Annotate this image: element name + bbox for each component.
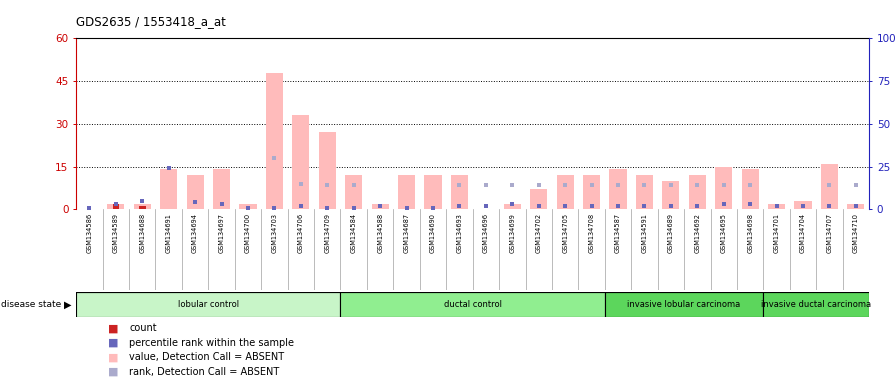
Bar [609,169,626,209]
Bar [605,292,763,317]
Bar [848,204,865,209]
Bar [108,204,125,209]
Text: GSM134690: GSM134690 [430,214,436,253]
Bar [398,175,415,209]
Text: GDS2635 / 1553418_a_at: GDS2635 / 1553418_a_at [76,15,226,28]
Text: count: count [129,323,157,333]
Bar [636,175,653,209]
Bar [160,169,177,209]
Bar [186,175,203,209]
Text: GSM134708: GSM134708 [589,214,595,253]
Text: GSM134691: GSM134691 [166,214,172,253]
Text: ■: ■ [108,353,118,362]
Bar [583,175,600,209]
Bar [134,204,151,209]
Text: GSM134587: GSM134587 [615,214,621,253]
Bar [76,292,340,317]
Text: value, Detection Call = ABSENT: value, Detection Call = ABSENT [129,353,284,362]
Bar [139,207,145,209]
Text: GSM134589: GSM134589 [113,214,119,253]
Bar [425,175,442,209]
Bar [340,292,605,317]
Text: GSM134588: GSM134588 [377,214,383,253]
Text: GSM134701: GSM134701 [773,214,780,253]
Bar [662,181,679,209]
Text: rank, Detection Call = ABSENT: rank, Detection Call = ABSENT [129,367,280,377]
Text: GSM134692: GSM134692 [694,214,701,253]
Text: GSM134700: GSM134700 [245,214,251,253]
Bar [266,73,283,209]
Bar [451,175,468,209]
Text: GSM134695: GSM134695 [720,214,727,253]
Bar [239,204,256,209]
Text: GSM134693: GSM134693 [456,214,462,253]
Text: ductal control: ductal control [444,300,502,309]
Text: GSM134696: GSM134696 [483,214,489,253]
Text: ▶: ▶ [65,299,72,310]
Bar [768,204,785,209]
Bar [319,132,336,209]
Text: ■: ■ [108,338,118,348]
Text: GSM134687: GSM134687 [403,214,409,253]
Bar [742,169,759,209]
Text: GSM134707: GSM134707 [826,214,832,253]
Text: GSM134689: GSM134689 [668,214,674,253]
Bar [530,189,547,209]
Text: GSM134704: GSM134704 [800,214,806,253]
Text: lobular control: lobular control [177,300,239,309]
Text: percentile rank within the sample: percentile rank within the sample [129,338,294,348]
Text: GSM134591: GSM134591 [642,214,648,253]
Text: disease state: disease state [1,300,61,309]
Text: GSM134698: GSM134698 [747,214,754,253]
Text: ■: ■ [108,367,118,377]
Text: GSM134586: GSM134586 [86,214,92,253]
Bar [292,115,309,209]
Text: GSM134709: GSM134709 [324,214,331,253]
Bar [213,169,230,209]
Text: GSM134705: GSM134705 [562,214,568,253]
Text: GSM134584: GSM134584 [350,214,357,253]
Text: GSM134688: GSM134688 [139,214,145,253]
Text: GSM134699: GSM134699 [509,214,515,253]
Bar [345,175,362,209]
Bar [689,175,706,209]
Text: ■: ■ [108,323,118,333]
Text: GSM134702: GSM134702 [536,214,542,253]
Bar [372,204,389,209]
Bar [113,204,119,209]
Text: GSM134703: GSM134703 [271,214,278,253]
Bar [504,204,521,209]
Bar [715,167,732,209]
Bar [821,164,838,209]
Text: GSM134697: GSM134697 [219,214,225,253]
Text: invasive ductal carcinoma: invasive ductal carcinoma [762,300,871,309]
Text: invasive lobular carcinoma: invasive lobular carcinoma [627,300,741,309]
Bar [763,292,869,317]
Text: GSM134694: GSM134694 [192,214,198,253]
Text: GSM134710: GSM134710 [853,214,859,253]
Text: GSM134706: GSM134706 [297,214,304,253]
Bar [556,175,573,209]
Bar [795,201,812,209]
